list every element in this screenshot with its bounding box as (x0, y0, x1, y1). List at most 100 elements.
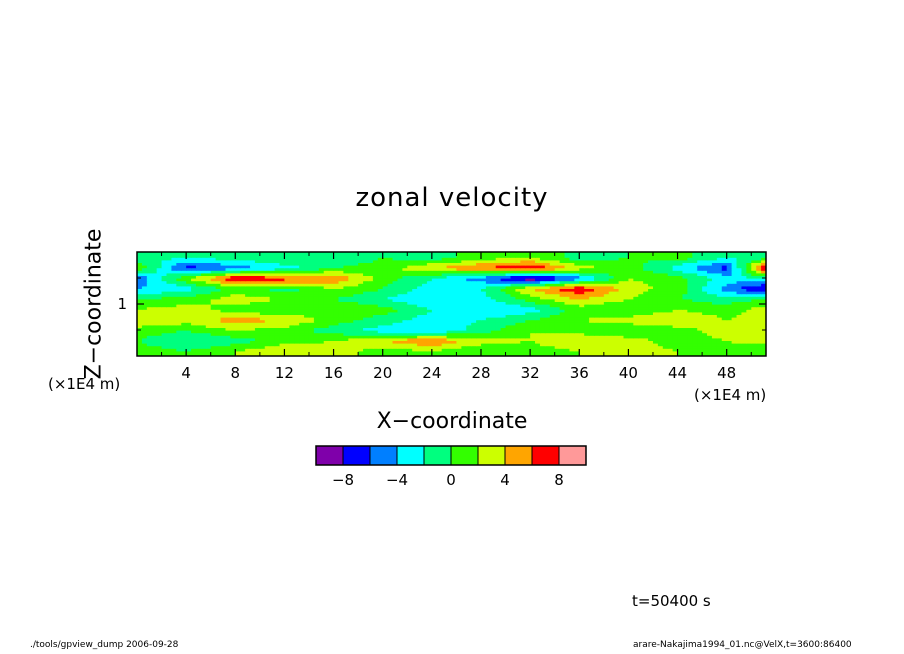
field-cell (574, 353, 580, 356)
field-cell (358, 324, 364, 328)
field-cell (279, 254, 286, 258)
field-cell (397, 291, 403, 295)
field-cell (657, 267, 664, 271)
field-cell (594, 288, 600, 292)
field-cell (613, 304, 620, 308)
field-cell (220, 280, 227, 284)
field-cell (372, 311, 379, 315)
field-cell (259, 259, 266, 263)
field-cell (579, 283, 585, 287)
field-cell (603, 272, 610, 276)
field-cell (746, 319, 752, 323)
field-cell (274, 340, 281, 344)
field-cell (353, 304, 359, 308)
field-cell (672, 311, 679, 315)
field-cell (308, 343, 315, 347)
field-cell (441, 324, 448, 328)
field-cell (363, 309, 369, 313)
field-cell (751, 288, 757, 292)
field-cell (412, 335, 418, 339)
field-cell (564, 335, 571, 339)
field-cell (559, 275, 566, 279)
field-cell (751, 296, 757, 300)
field-cell (417, 314, 423, 318)
field-cell (210, 257, 217, 261)
field-cell (677, 272, 684, 276)
field-cell (476, 306, 482, 310)
field-cell (254, 278, 261, 282)
field-cell (397, 311, 403, 315)
field-cell (716, 298, 723, 302)
field-cell (608, 262, 615, 266)
field-cell (652, 304, 659, 308)
field-cell (589, 314, 595, 318)
field-cell (643, 306, 649, 310)
field-cell (761, 337, 766, 341)
field-cell (422, 348, 428, 352)
field-cell (574, 345, 580, 349)
field-cell (721, 330, 728, 334)
field-cell (240, 337, 246, 341)
field-cell (436, 348, 443, 352)
field-cell (584, 298, 590, 302)
field-cell (702, 335, 708, 339)
field-cell (471, 337, 477, 341)
field-cell (225, 267, 231, 271)
field-cell (181, 280, 187, 284)
field-cell (652, 291, 659, 295)
field-cell (652, 309, 659, 313)
field-cell (716, 262, 723, 266)
field-cell (687, 314, 693, 318)
field-cell (559, 348, 566, 352)
field-cell (426, 353, 433, 356)
field-cell (490, 337, 497, 341)
field-cell (412, 314, 418, 318)
field-cell (441, 262, 448, 266)
field-cell (436, 350, 443, 354)
field-cell (662, 267, 669, 271)
field-cell (731, 314, 738, 318)
field-cell (520, 280, 526, 284)
field-cell (191, 324, 197, 328)
field-cell (367, 353, 374, 356)
field-cell (598, 304, 605, 308)
field-cell (510, 317, 516, 321)
field-cell (677, 283, 684, 287)
field-cell (353, 332, 359, 336)
field-cell (613, 343, 620, 347)
field-cell (716, 254, 723, 258)
field-cell (751, 257, 757, 261)
field-cell (235, 330, 241, 334)
field-cell (363, 296, 369, 300)
field-cell (500, 267, 507, 271)
field-cell (510, 350, 516, 354)
field-cell (456, 330, 462, 334)
field-cell (633, 306, 639, 310)
field-cell (367, 343, 374, 347)
field-cell (279, 350, 286, 354)
field-cell (667, 288, 674, 292)
field-cell (628, 317, 634, 321)
field-cell (313, 311, 320, 315)
field-cell (667, 343, 674, 347)
field-cell (254, 332, 261, 336)
field-cell (613, 298, 620, 302)
field-cell (697, 304, 703, 308)
field-cell (318, 278, 325, 282)
field-cell (618, 298, 625, 302)
field-cell (594, 317, 600, 321)
field-cell (510, 306, 516, 310)
field-cell (250, 293, 256, 297)
field-cell (456, 275, 462, 279)
field-cell (146, 327, 153, 331)
field-cell (702, 340, 708, 344)
field-cell (358, 304, 364, 308)
field-cell (716, 343, 723, 347)
field-cell (716, 350, 723, 354)
field-cell (318, 267, 325, 271)
field-cell (657, 288, 664, 292)
field-cell (530, 285, 536, 289)
field-cell (156, 319, 163, 323)
field-cell (751, 343, 757, 347)
field-cell (495, 304, 502, 308)
